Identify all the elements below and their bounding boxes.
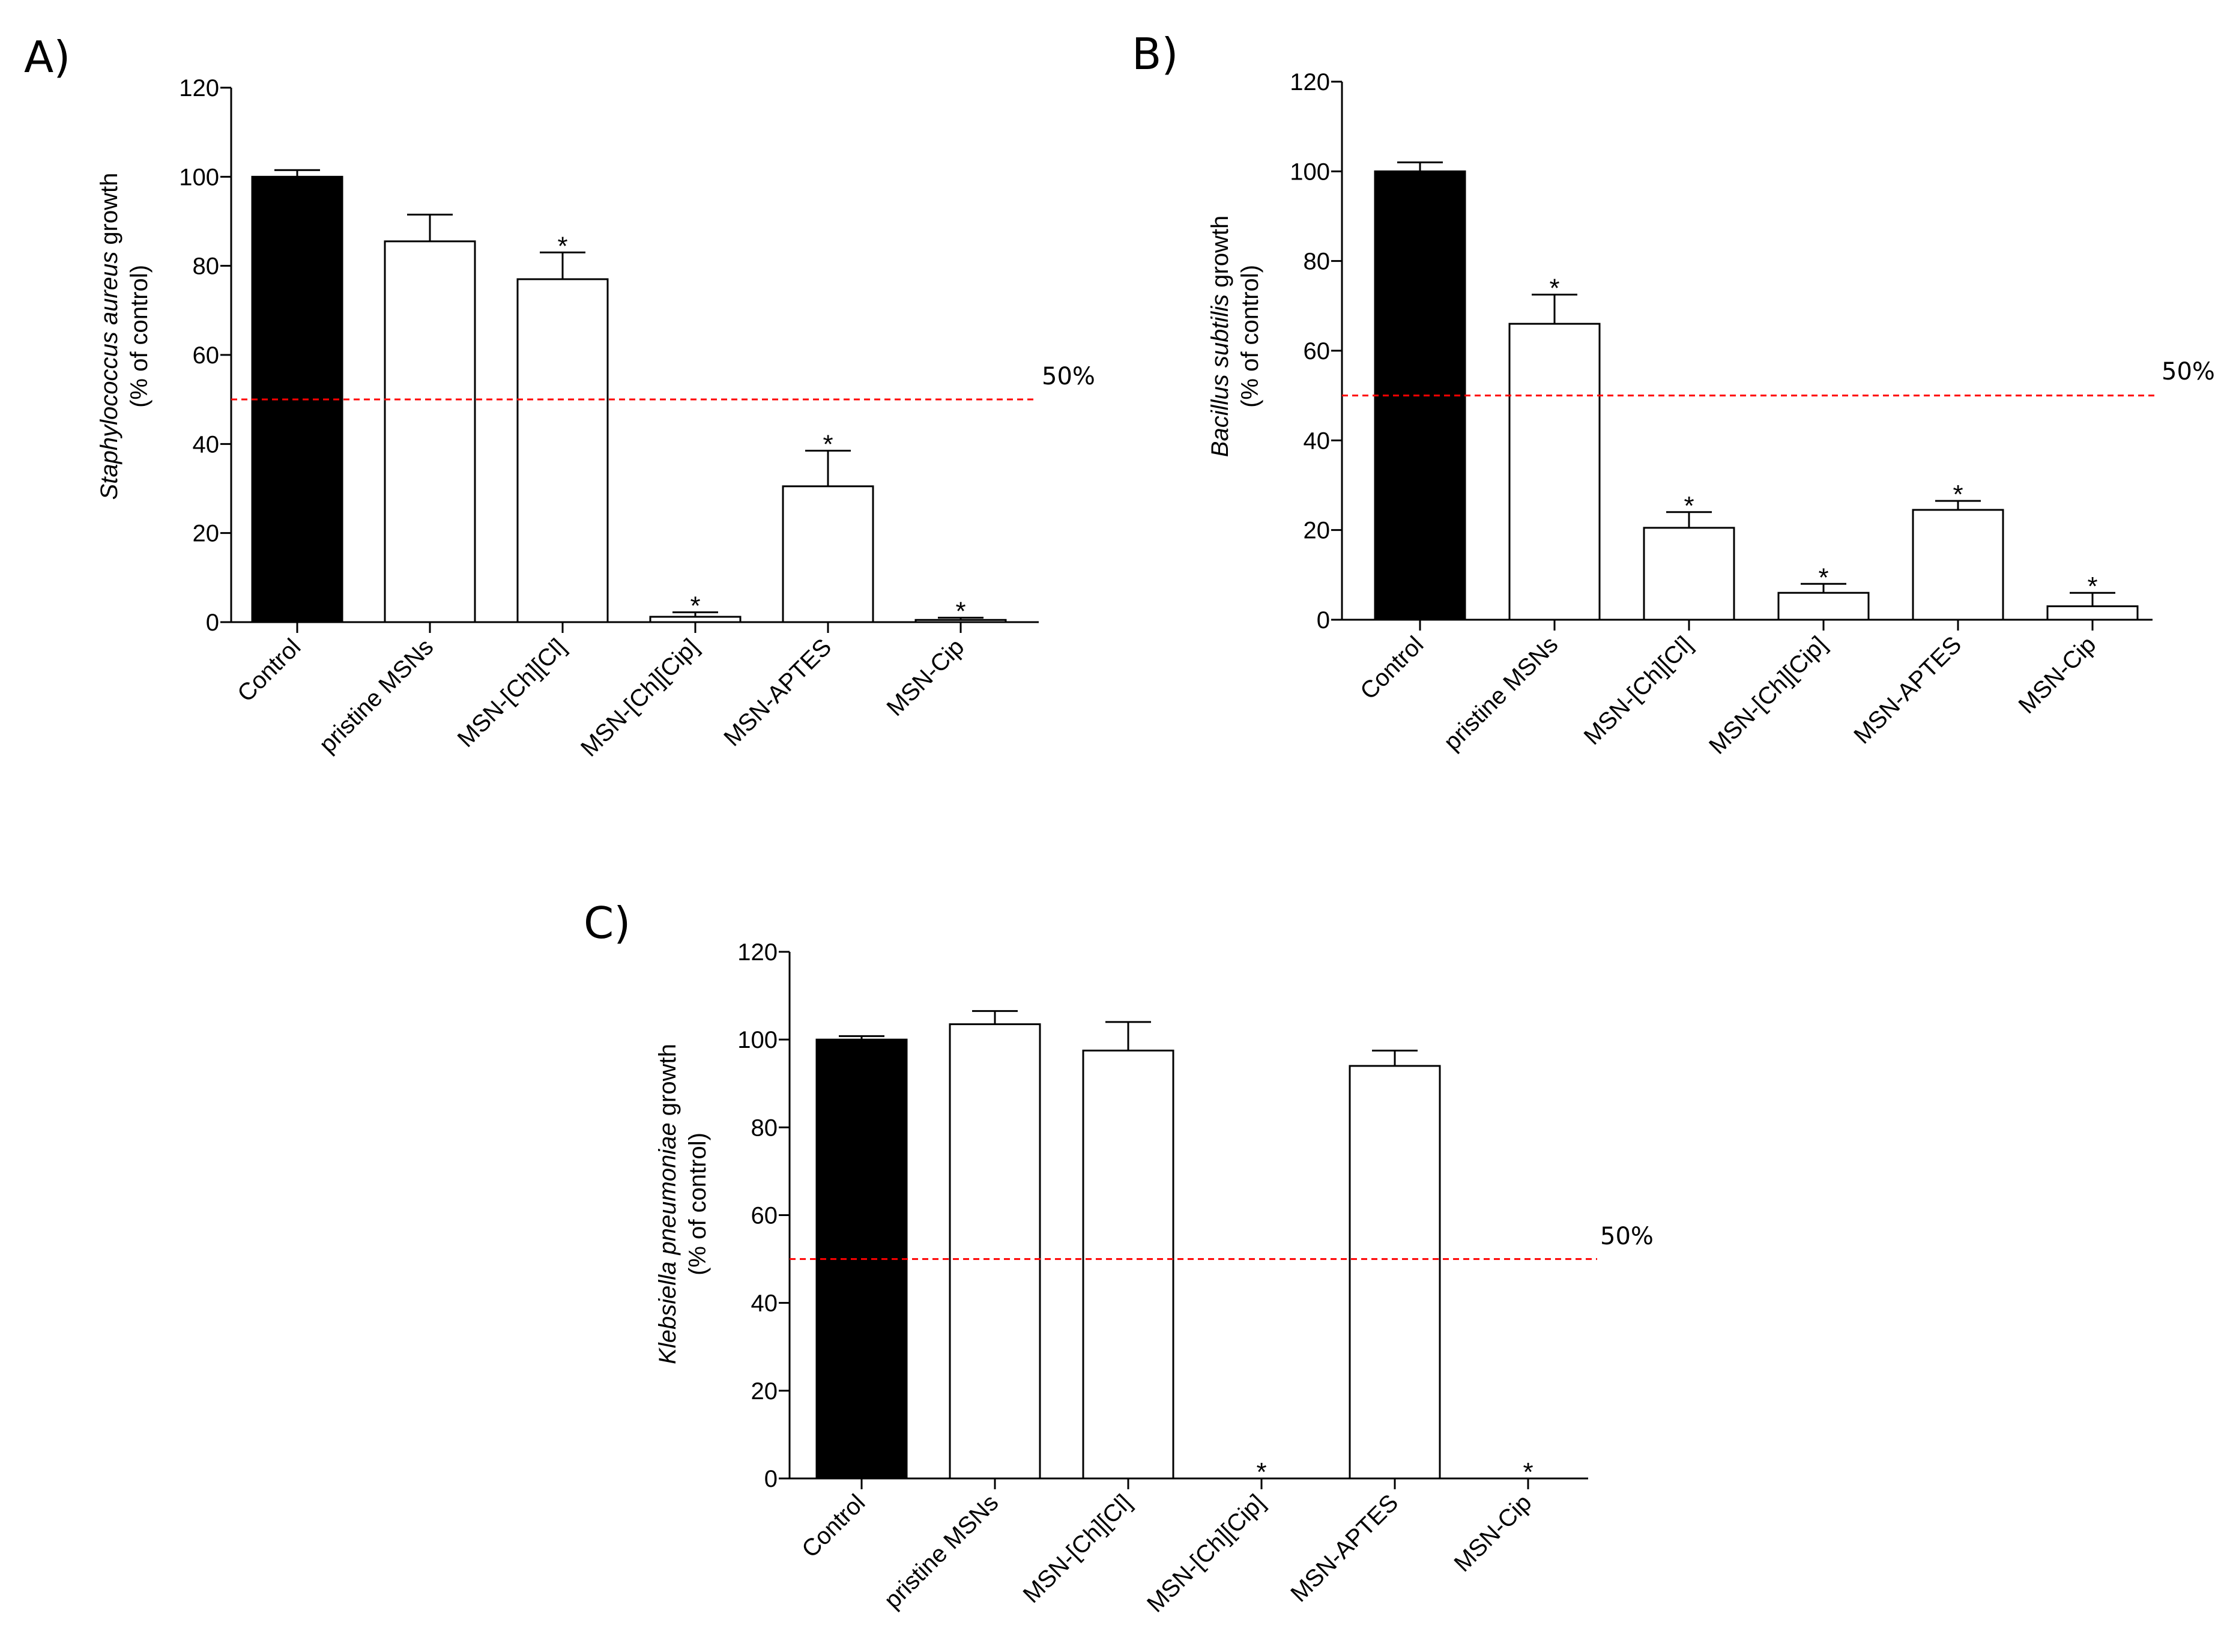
panel-a-reference-line-label: 50% [1042,363,1095,390]
panel-b-x-tick-label: pristine MSNs [1439,631,1563,755]
panel-b-x-tick-label: MSN-[Ch][Cip] [1704,631,1832,759]
panel-b-y-axis-title-units: (% of control) [1237,265,1263,408]
panel-a-y-tick-label: 100 [179,164,219,190]
panel-c-x-tick-label: MSN-Cip [1449,1489,1537,1577]
panel-b-y-axis-title-suffix: growth [1207,216,1233,294]
panel-a-y-tick-label: 60 [193,342,220,369]
panel-a-letter: A) [24,32,70,82]
panel-c-y-tick-label: 20 [751,1378,778,1405]
panel-c-x-tick-label: MSN-APTES [1286,1489,1403,1607]
panel-c-significance-marker: * [1256,1457,1266,1487]
panel-b-y-tick-label: 120 [1290,69,1330,95]
panel-b-reference-line-label: 50% [2162,358,2215,386]
panel-b-significance-marker: * [1953,480,1963,509]
panel-a-y-tick-label: 20 [193,521,220,547]
panel-c-y-axis-title-suffix: growth [654,1044,681,1122]
panel-a-x-tick-label: pristine MSNs [314,634,438,758]
panel-b-x-tick-label: Control [1355,631,1428,704]
panel-b-x-tick-label: MSN-Cip [2014,631,2102,719]
panel-a-y-tick-label: 120 [179,75,219,101]
panel-a-significance-marker: * [690,592,700,621]
panel-a-significance-marker: * [823,429,833,459]
panel-a-x-tick-label: MSN-Cip [882,634,970,721]
panel-b-chart: B) Bacillus subtilis growth (% of contro… [1132,29,2215,760]
panel-a-y-tick-label: 0 [206,610,219,636]
panel-a-bar [782,485,874,623]
panel-a-chart: A) Staphylococcus aureus growth (% of co… [24,32,1095,762]
panel-b-bar [1508,322,1601,621]
panel-a-x-tick-label: MSN-[Ch][Cl] [453,634,572,752]
panel-b-significance-marker: * [2087,572,2097,601]
panel-a-bar [516,278,609,623]
panel-c-y-tick-label: 100 [737,1027,778,1053]
panel-b-bar [2046,605,2139,621]
panel-c-x-tick-label: pristine MSNs [879,1489,1003,1614]
panel-c-x-tick-label: Control [797,1489,870,1563]
panel-c-y-axis-title: Klebsiella pneumoniae growth [654,1044,681,1364]
panel-b-significance-marker: * [1549,274,1559,303]
panel-b-y-tick-label: 80 [1304,249,1331,275]
panel-c-x-tick-label: MSN-[Ch][Cl] [1018,1489,1137,1608]
panel-a-y-axis-title-species: Staphylococcus aureus [96,252,122,500]
panel-a-significance-marker: * [955,597,965,626]
panel-a-x-tick-label: Control [232,634,306,707]
panel-c-y-tick-label: 60 [751,1203,778,1229]
panel-c-x-tick-label: MSN-[Ch][Cip] [1142,1489,1270,1617]
panel-a-y-tick-label: 80 [193,253,220,280]
panel-b-y-tick-label: 100 [1290,159,1330,185]
panel-b-y-axis-title: Bacillus subtilis growth [1207,216,1233,457]
panel-b-bar [1777,592,1870,621]
panel-c-bar [1082,1049,1174,1480]
panel-b-y-tick-label: 60 [1304,338,1331,365]
panel-b-letter: B) [1132,29,1178,79]
panel-c-letter: C) [584,898,630,948]
panel-a-y-axis-title-units: (% of control) [126,265,153,408]
panel-a-x-tick-label: MSN-[Ch][Cip] [576,634,704,761]
panel-b-bar [1643,527,1735,621]
panel-c-y-tick-label: 120 [737,939,778,966]
panel-b-significance-marker: * [1684,491,1694,521]
panel-c-bar [1349,1065,1441,1480]
panel-b-y-tick-label: 40 [1304,428,1331,454]
panel-c-significance-marker: * [1523,1457,1533,1487]
panel-a-y-axis-title-suffix: growth [96,173,122,252]
panel-b-x-tick-label: MSN-[Ch][Cl] [1579,631,1698,750]
panel-c-reference-line-label: 50% [1600,1223,1654,1250]
panel-b-bar [1912,509,2004,621]
panel-c-y-tick-label: 40 [751,1290,778,1317]
panel-a-significance-marker: * [557,231,567,261]
panel-a-bar [384,240,476,623]
panel-c-y-tick-label: 0 [764,1466,778,1492]
panel-a-y-axis-title: Staphylococcus aureus growth [96,173,122,500]
panel-a-x-tick-label: MSN-APTES [719,634,836,751]
panel-b-x-tick-label: MSN-APTES [1849,631,1966,749]
panel-b-y-tick-label: 20 [1304,518,1331,544]
panel-c-y-axis-title-species: Klebsiella pneumoniae [654,1122,681,1364]
panel-c-bar [949,1023,1041,1480]
panel-b-significance-marker: * [1818,563,1828,592]
panel-b-y-tick-label: 0 [1317,607,1330,634]
panel-c-y-axis-title-units: (% of control) [684,1133,711,1275]
panel-c-chart: C) Klebsiella pneumoniae growth (% of co… [584,898,1654,1618]
panel-a-y-tick-label: 40 [193,431,220,458]
panel-b-y-axis-title-species: Bacillus subtilis [1207,294,1233,457]
panel-c-y-tick-label: 80 [751,1115,778,1141]
